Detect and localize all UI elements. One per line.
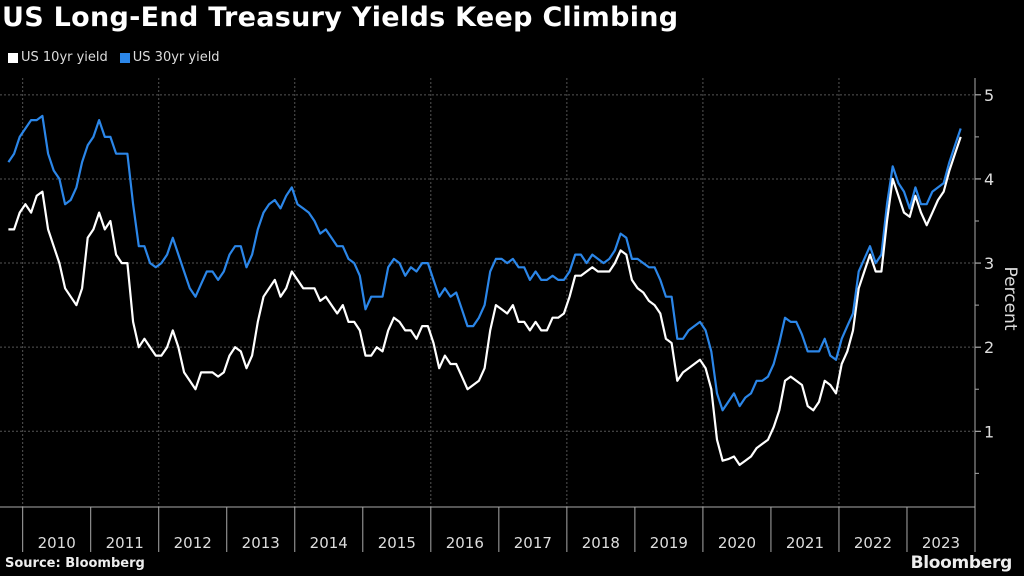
x-tick-label: 2018 <box>582 534 620 552</box>
x-tick-label: 2011 <box>106 534 144 552</box>
x-tick-label: 2010 <box>38 534 76 552</box>
source-note: Source: Bloomberg <box>5 556 145 571</box>
y-axis-label: Percent <box>1000 267 1020 331</box>
legend-item-10yr: US 10yr yield <box>8 50 108 65</box>
legend-swatch-30yr <box>119 52 130 63</box>
y-tick-label: 2 <box>984 338 994 357</box>
x-tick-label: 2013 <box>242 534 280 552</box>
legend: US 10yr yield US 30yr yield <box>8 50 220 65</box>
chart-title: US Long-End Treasury Yields Keep Climbin… <box>2 2 679 33</box>
x-tick-label: 2012 <box>174 534 212 552</box>
bloomberg-logo: Bloomberg <box>910 553 1013 573</box>
x-tick-label: 2014 <box>310 534 348 552</box>
legend-swatch-10yr <box>8 52 18 63</box>
series-line-10yr <box>8 136 962 466</box>
x-tick-label: 2023 <box>922 534 960 552</box>
y-tick-label: 5 <box>984 86 994 105</box>
x-tick-label: 2020 <box>718 534 756 552</box>
legend-label-10yr: US 10yr yield <box>21 50 108 65</box>
y-tick-label: 1 <box>984 422 994 441</box>
x-tick-label: 2022 <box>854 534 892 552</box>
x-tick-label: 2021 <box>786 534 824 552</box>
x-tick-label: 2017 <box>514 534 552 552</box>
x-tick-label: 2019 <box>650 534 688 552</box>
x-tick-label: 2016 <box>446 534 484 552</box>
legend-item-30yr: US 30yr yield <box>119 50 220 65</box>
y-tick-label: 3 <box>984 254 994 273</box>
y-tick-label: 4 <box>984 170 994 189</box>
series-line-30yr <box>7 114 962 412</box>
x-tick-label: 2015 <box>378 534 416 552</box>
legend-label-30yr: US 30yr yield <box>132 50 220 65</box>
